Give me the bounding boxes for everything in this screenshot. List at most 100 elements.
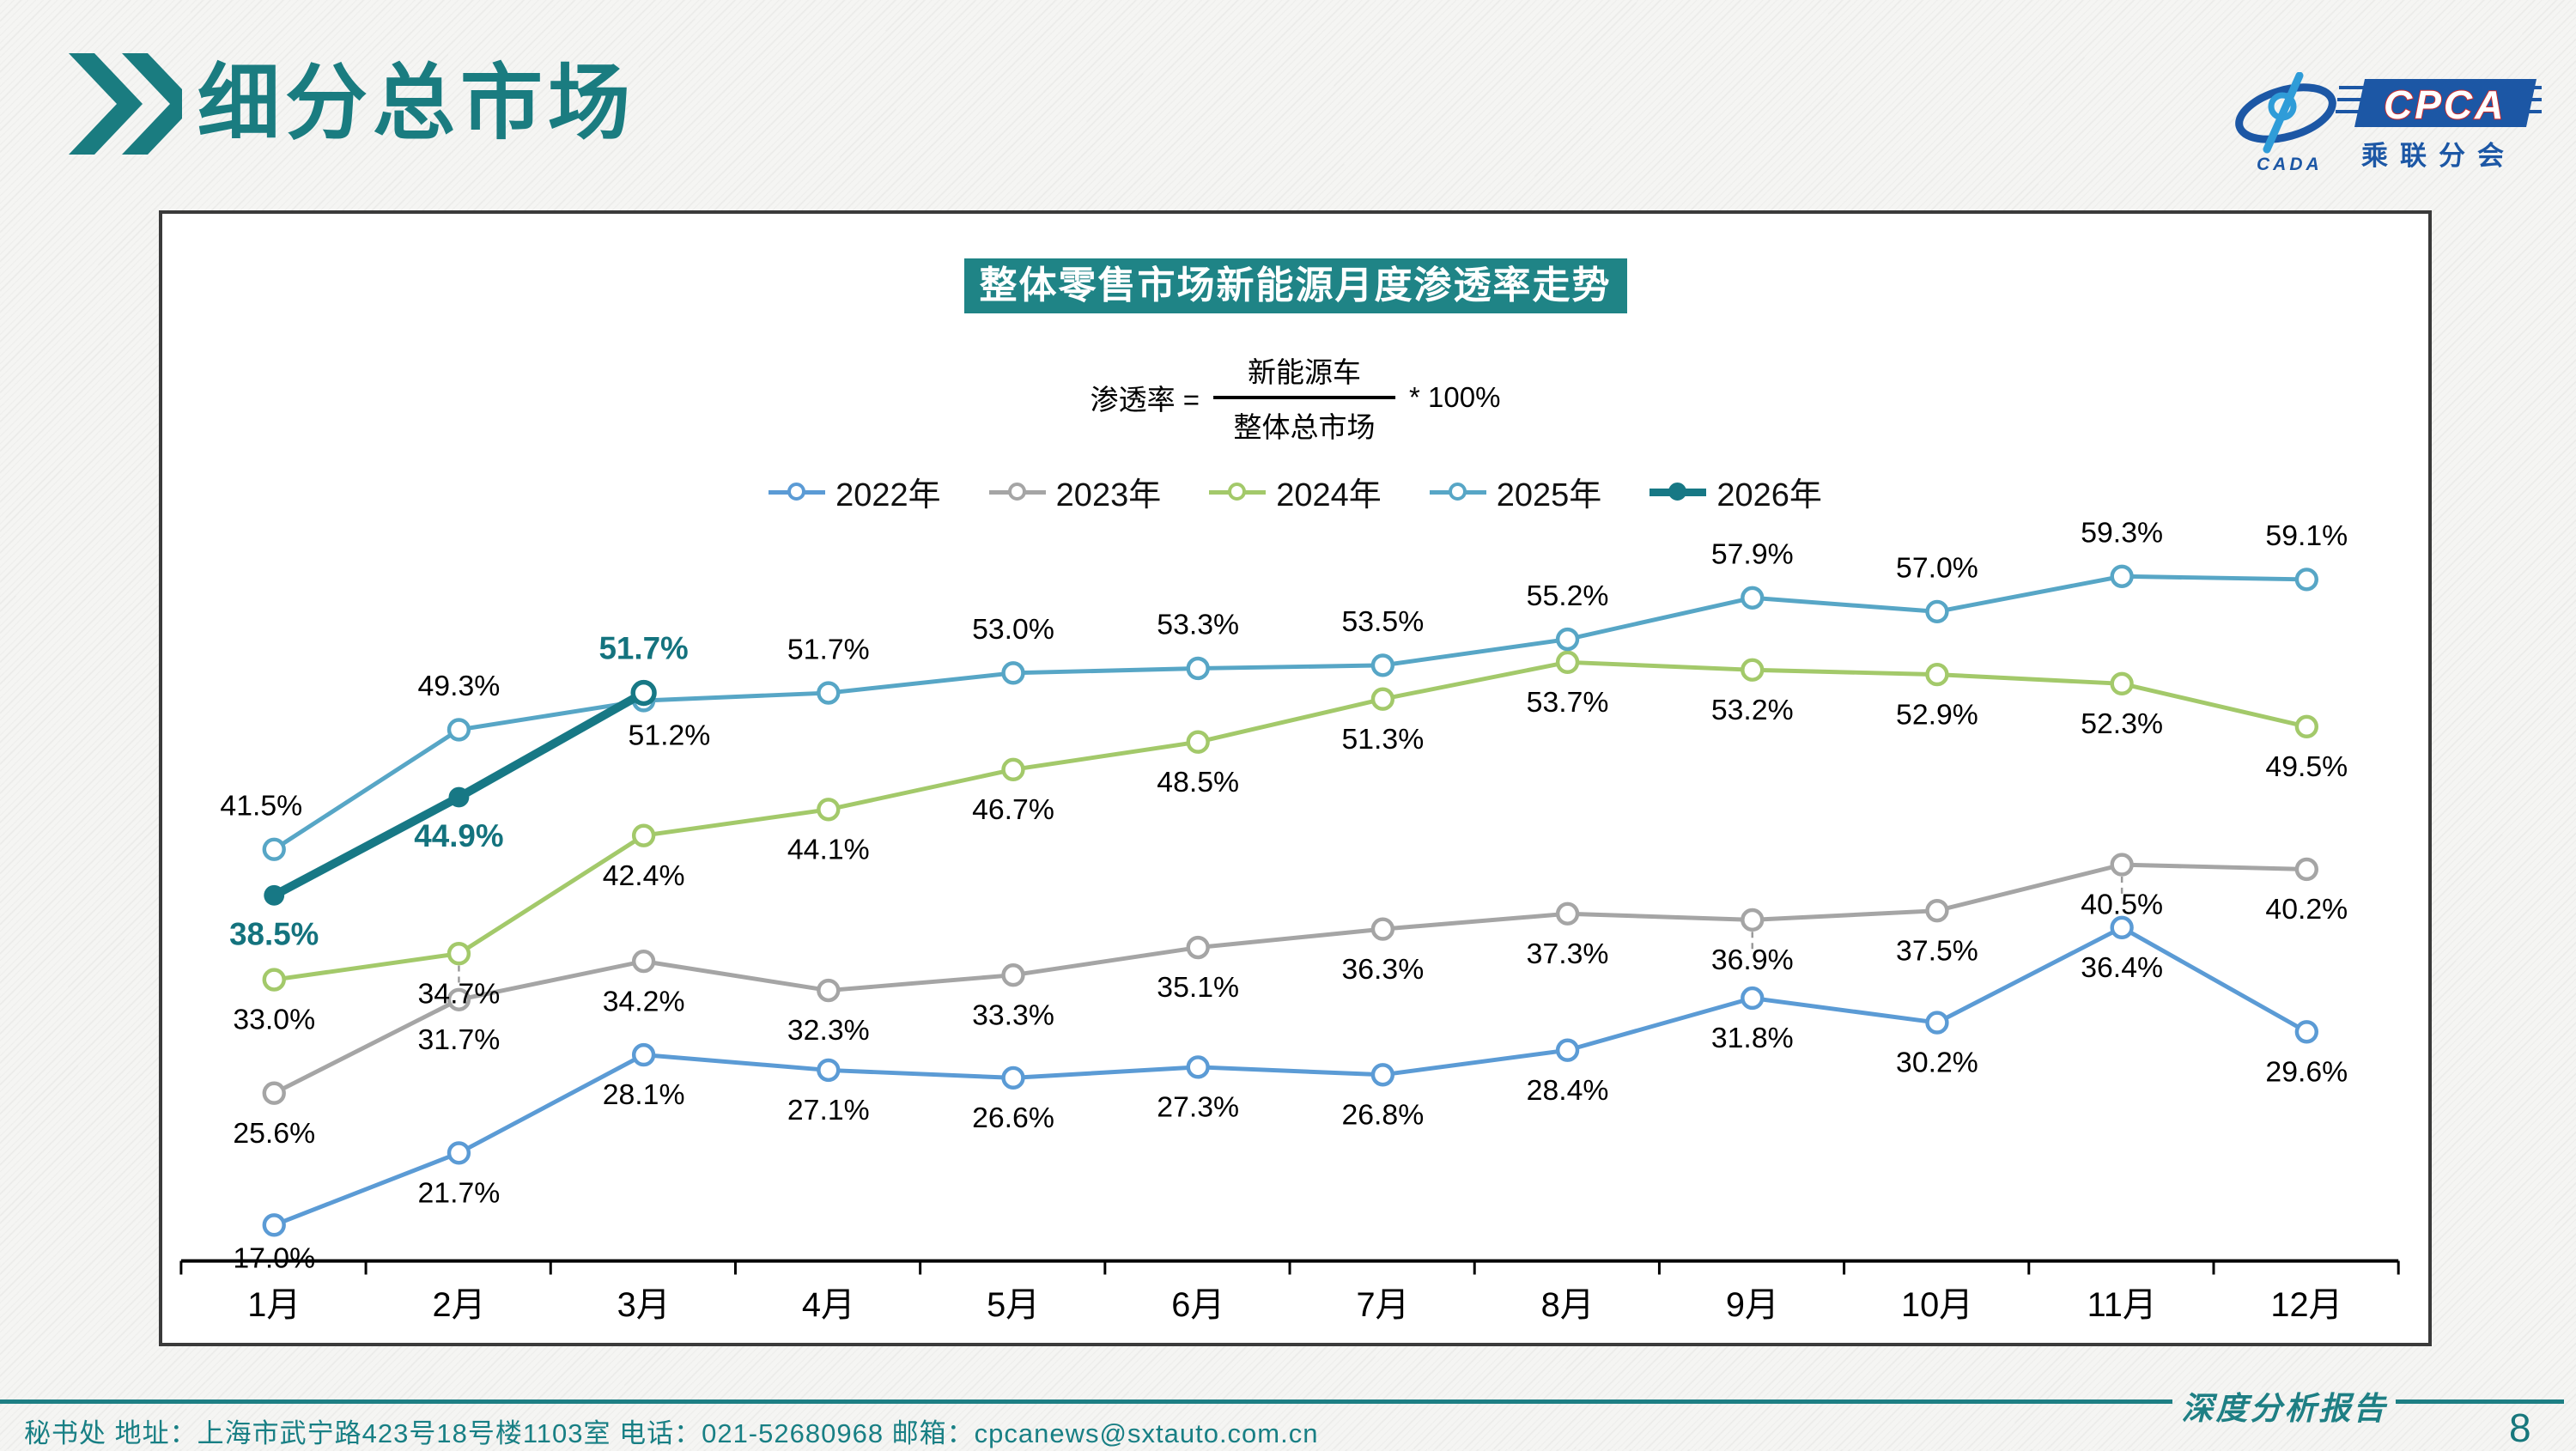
data-point-2025年 xyxy=(1370,653,1395,677)
data-label-2024年: 51.3% xyxy=(1341,723,1424,756)
cada-text: CADA xyxy=(2257,155,2323,174)
data-label-2024年: 49.5% xyxy=(2265,750,2348,783)
data-label-2024年: 44.1% xyxy=(787,833,870,865)
data-point-2024年 xyxy=(631,823,656,847)
data-point-2022年 xyxy=(1555,1038,1580,1062)
data-label-2022年: 27.1% xyxy=(787,1094,870,1126)
data-label-2024年: 34.7% xyxy=(418,977,501,1010)
report-type-label: 深度分析报告 xyxy=(2181,1392,2388,1427)
legend-label: 2025年 xyxy=(1496,477,1602,513)
data-label-2026年: 51.7% xyxy=(598,630,688,665)
series-line-2025年 xyxy=(272,574,2307,852)
data-point-2025年 xyxy=(447,718,471,742)
month-tick-label: 2月 xyxy=(432,1286,485,1324)
slide-header: 细分总市场 xyxy=(69,53,635,155)
month-tick-label: 10月 xyxy=(1901,1286,1973,1324)
legend-item-2023年: 2023年 xyxy=(988,468,1162,515)
data-point-2025年 xyxy=(1925,599,1949,624)
data-point-2024年 xyxy=(1186,730,1210,754)
legend-item-2024年: 2024年 xyxy=(1209,468,1382,515)
month-tick-label: 1月 xyxy=(247,1286,301,1324)
data-label-2025年: 57.0% xyxy=(1896,552,1978,585)
data-point-2025年 xyxy=(1001,661,1025,685)
data-label-2025年: 53.3% xyxy=(1157,609,1239,641)
data-label-2025年: 55.2% xyxy=(1527,580,1609,612)
data-label-2022年: 31.8% xyxy=(1711,1022,1794,1054)
data-point-2022年 xyxy=(631,1042,656,1067)
data-point-2023年 xyxy=(262,1081,286,1105)
data-point-2023年 xyxy=(817,978,841,1003)
data-label-2025年: 53.5% xyxy=(1341,605,1424,638)
data-label-2025年: 57.9% xyxy=(1711,538,1794,571)
month-tick-label: 9月 xyxy=(1726,1286,1779,1324)
penetration-formula: 渗透率 = 新能源车 整体总市场 * 100% xyxy=(1091,349,1501,446)
data-point-2025年 xyxy=(262,837,286,861)
legend-item-2026年: 2026年 xyxy=(1649,468,1822,515)
chart-title: 整体零售市场新能源月度渗透率走势 xyxy=(963,258,1627,313)
data-label-2022年: 21.7% xyxy=(418,1177,501,1210)
data-point-2022年 xyxy=(1741,986,1765,1011)
month-tick-label: 11月 xyxy=(2087,1286,2157,1324)
data-label-2023年: 35.1% xyxy=(1157,971,1239,1004)
data-label-2022年: 27.3% xyxy=(1157,1091,1239,1124)
cpca-sub-text: 乘联分会 xyxy=(2361,141,2516,171)
formula-lhs: 渗透率 = xyxy=(1090,384,1200,416)
data-label-2025年: 59.1% xyxy=(2265,519,2348,552)
data-label-2022年: 26.8% xyxy=(1341,1098,1424,1131)
data-label-2023年: 31.7% xyxy=(418,1023,501,1056)
cpca-flag-icon: CPCA 乘联分会 xyxy=(2336,79,2542,171)
data-label-2024年: 53.2% xyxy=(1711,694,1794,726)
data-point-2023年 xyxy=(1186,935,1210,960)
month-tick-label: 6月 xyxy=(1171,1286,1224,1324)
data-label-2022年: 28.1% xyxy=(603,1078,685,1111)
data-point-2025年 xyxy=(1555,627,1580,652)
line-chart: 1月 2月 3月 4月 5月 6月 7月 8月 9月 10月 11月 12月 17.0% 21.7% 28.… xyxy=(179,517,2400,1324)
legend-label: 2026年 xyxy=(1716,477,1822,513)
data-point-2023年 xyxy=(2294,857,2319,882)
data-label-2023年: 37.3% xyxy=(1527,938,1609,970)
data-point-2025年 xyxy=(817,681,841,705)
legend-label: 2023年 xyxy=(1055,477,1162,513)
data-label-2024年: 46.7% xyxy=(972,793,1054,826)
data-label-2022年: 28.4% xyxy=(1527,1074,1609,1107)
data-label-2025年: 51.2% xyxy=(629,719,711,752)
series-line-2023年 xyxy=(273,862,2307,1096)
data-label-2024年: 53.7% xyxy=(1527,686,1609,719)
data-point-2022年 xyxy=(2110,915,2134,939)
data-point-2024年 xyxy=(2110,671,2134,695)
legend-item-2025年: 2025年 xyxy=(1429,468,1602,515)
legend-label: 2024年 xyxy=(1276,477,1382,513)
chart-legend: 2022年 2023年 2024年 2025年 2026年 xyxy=(162,468,2428,515)
month-tick-label: 3月 xyxy=(617,1286,671,1324)
double-chevron-icon xyxy=(69,53,182,155)
footer-contact: 秘书处 地址：上海市武宁路423号18号楼1103室 电话：021-526809… xyxy=(24,1418,1319,1448)
formula-numerator: 新能源车 xyxy=(1248,356,1362,388)
chart-panel: 整体零售市场新能源月度渗透率走势 渗透率 = 新能源车 整体总市场 * 100%… xyxy=(159,210,2432,1346)
data-label-2022年: 30.2% xyxy=(1896,1047,1978,1079)
cpca-logo-graphic: CADA CPCA 乘联分会 xyxy=(2235,71,2542,174)
data-label-2026年: 44.9% xyxy=(414,818,503,853)
data-point-2022年 xyxy=(1186,1055,1210,1079)
data-label-2025年: 51.7% xyxy=(787,633,870,665)
legend-marker-icon xyxy=(769,480,826,504)
footer-rule-right xyxy=(2396,1399,2564,1404)
data-label-2024年: 52.9% xyxy=(1896,698,1978,731)
fraction-bar xyxy=(1213,396,1396,399)
data-label-2023年: 25.6% xyxy=(233,1117,315,1150)
data-point-2023年 xyxy=(1555,902,1580,926)
legend-marker-icon xyxy=(1209,480,1267,504)
data-point-2025年 xyxy=(1186,656,1210,681)
series-line-2022年 xyxy=(273,925,2308,1228)
month-tick-label: 7月 xyxy=(1356,1286,1409,1324)
data-point-2024年 xyxy=(1741,658,1765,682)
data-point-2022年 xyxy=(1925,1011,1949,1035)
cada-emblem-icon: CADA xyxy=(2235,71,2336,174)
data-label-2023年: 32.3% xyxy=(787,1014,870,1047)
data-label-2025年: 49.3% xyxy=(418,670,501,702)
data-label-2023年: 40.5% xyxy=(2081,889,2163,921)
data-label-2022年: 17.0% xyxy=(233,1242,315,1275)
page-number: 8 xyxy=(2509,1405,2531,1450)
data-label-2025年: 53.0% xyxy=(972,613,1054,646)
cpca-text: CPCA xyxy=(2384,82,2506,127)
